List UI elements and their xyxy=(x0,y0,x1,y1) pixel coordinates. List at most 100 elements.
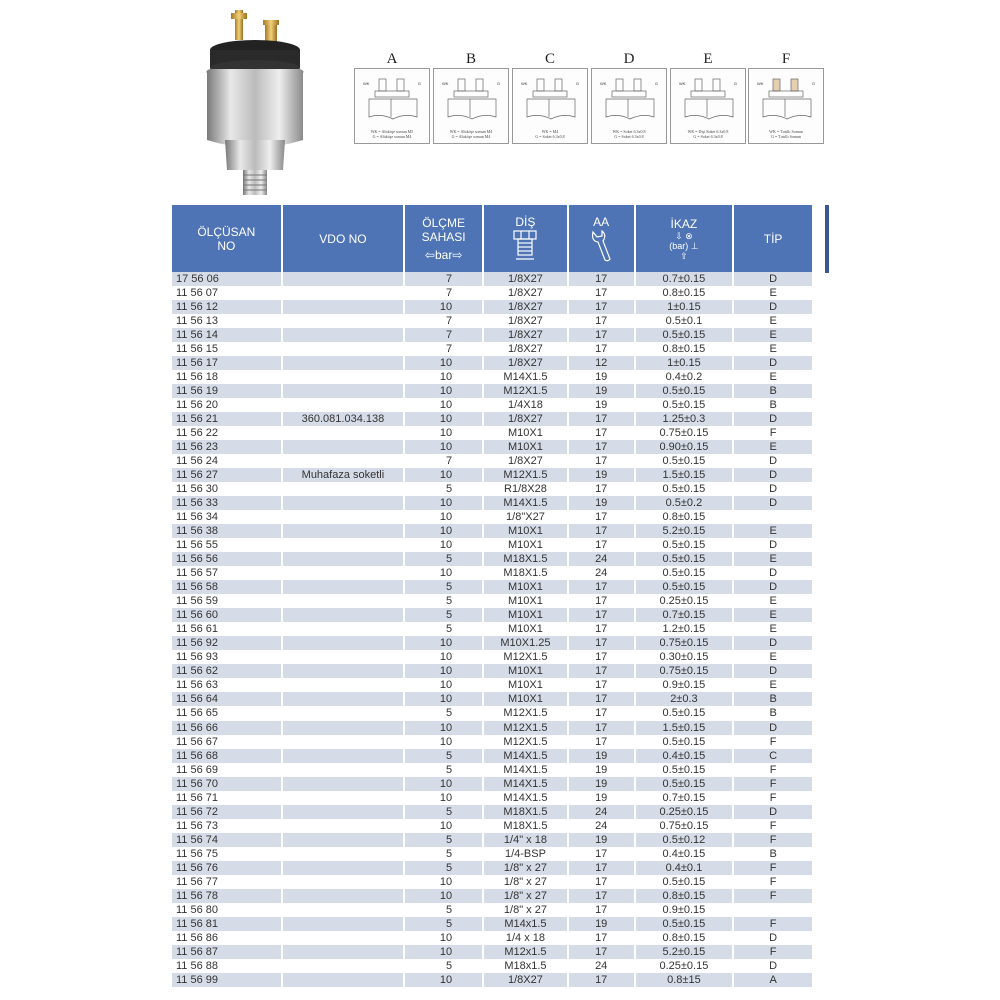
cell-olcusan-no: 17 56 06 xyxy=(172,272,281,287)
cell-olcme-sahasi: 10 xyxy=(439,511,453,524)
table-row: 11 56 30 5 R1/8X28 17 0.5±0.15 D xyxy=(172,482,812,496)
cell-olcusan-no: 11 56 72 xyxy=(172,804,281,819)
header-label: AA xyxy=(593,214,610,229)
cell-tip: D xyxy=(769,483,778,496)
cell-aa: 24 xyxy=(595,819,608,832)
table-row: 11 56 92 10 M10X1.25 17 0.75±0.15 D xyxy=(172,636,812,651)
cell-olcme-sahasi: 10 xyxy=(405,972,483,987)
cell-tip: E xyxy=(769,595,777,608)
cell-tip: F xyxy=(734,944,812,959)
cell-vdo-no: 360.081.034.138 xyxy=(282,412,404,427)
cell-olcme-sahasi: 10 xyxy=(439,427,453,440)
cell-tip: E xyxy=(734,608,812,623)
cell-tip: D xyxy=(734,356,812,371)
cell-olcme-sahasi: 10 xyxy=(439,539,453,552)
cell-olcme-sahasi: 5 xyxy=(445,763,453,776)
cell-aa: 17 xyxy=(568,580,634,595)
table-row: 11 56 88 5 M18x1.5 24 0.25±0.15 D xyxy=(172,959,812,973)
cell-tip: E xyxy=(734,552,812,567)
cell-dis: M18x1.5 xyxy=(504,959,547,972)
cell-olcusan-no: 11 56 27 xyxy=(172,468,281,483)
table-row: 11 56 62 10 M10X1 17 0.75±0.15 D xyxy=(172,664,812,679)
cell-dis: M14X1.5 xyxy=(484,776,567,791)
cell-olcme-sahasi: 5 xyxy=(445,847,453,860)
cell-olcusan-no: 11 56 55 xyxy=(176,539,219,552)
cell-tip: D xyxy=(734,720,812,735)
cell-olcme-sahasi: 7 xyxy=(445,455,453,468)
cell-dis: M14X1.5 xyxy=(503,371,548,384)
cell-aa: 19 xyxy=(595,791,608,804)
cell-aa: 24 xyxy=(568,804,634,819)
cell-dis: M14X1.5 xyxy=(484,748,567,763)
table-row: 11 56 66 10 M12X1.5 17 1.5±0.15 D xyxy=(172,720,812,735)
terminal-type-a: A WK G WK = Altıköşe somun M5 G = Altıkö… xyxy=(354,50,430,144)
cell-olcme-sahasi: 10 xyxy=(405,664,483,679)
table-row: 11 56 15 7 1/8X27 17 0.8±0.15 E xyxy=(172,342,812,356)
cell-olcme-sahasi: 5 xyxy=(445,707,453,720)
table-row: 11 56 14 7 1/8X27 17 0.5±0.15 E xyxy=(172,328,812,343)
table-row: 11 56 07 7 1/8X27 17 0.8±0.15 E xyxy=(172,286,812,300)
terminal-type-e: E WK G WK = Dişi Soket 6.3x0.8 G = Soket… xyxy=(670,50,746,144)
cell-olcme-sahasi: 5 xyxy=(405,580,483,595)
cell-vdo-no xyxy=(283,314,404,328)
wk-label: WK xyxy=(600,81,607,86)
table-body: 17 56 06 7 1/8X27 17 0.7±0.15 D 11 56 07 7 1/8X2… xyxy=(172,272,812,987)
cell-vdo-no xyxy=(283,847,404,861)
table-row: 11 56 27 Muhafaza soketli 10 M12X1.5 19 1.5±0… xyxy=(172,468,812,483)
header-label: VDO NO xyxy=(319,231,367,246)
cell-olcme-sahasi: 5 xyxy=(405,608,483,623)
table-row: 11 56 64 10 M10X1 17 2±0.3 B xyxy=(172,692,812,707)
cell-dis: M18X1.5 xyxy=(484,552,567,567)
cell-aa: 17 xyxy=(595,539,608,552)
cell-vdo-no xyxy=(283,370,404,384)
cell-ikaz: 0.5±0.15 xyxy=(635,328,733,343)
sensor-table: ÖLÇÜSAN NO VDO NO ÖLÇME SAHASI ⇦bar⇨ DİŞ… xyxy=(172,205,812,987)
cell-olcme-sahasi: 5 xyxy=(445,483,453,496)
cell-ikaz: 2±0.3 xyxy=(635,692,733,707)
g-label: G xyxy=(654,81,658,86)
terminal-note: WK = Dişi Soket 6.3x0.8 G = Soket 6.3x0.… xyxy=(687,129,729,139)
table-row: 11 56 76 5 1/8" x 27 17 0.4±0.1 F xyxy=(172,860,812,875)
cell-tip xyxy=(734,903,812,917)
cell-olcusan-no: 11 56 17 xyxy=(172,356,281,371)
cell-olcme-sahasi: 5 xyxy=(445,903,453,916)
cell-olcusan-no: 11 56 77 xyxy=(176,875,219,888)
cell-aa: 17 xyxy=(568,608,634,623)
cell-olcusan-no: 11 56 59 xyxy=(176,595,219,608)
cell-olcusan-no: 11 56 64 xyxy=(172,692,281,707)
terminal-type-d: D WK G WK = Soket 6.3x0.8 G = Soket 6.3x… xyxy=(591,50,667,144)
cell-olcme-sahasi: 10 xyxy=(405,496,483,511)
cell-ikaz: 0.4±0.2 xyxy=(665,371,703,384)
cell-ikaz: 0.5±0.15 xyxy=(662,567,706,580)
g-label: G xyxy=(811,81,815,86)
cell-aa: 17 xyxy=(568,636,634,651)
cell-ikaz: 5.2±0.15 xyxy=(635,524,733,539)
cell-tip: D xyxy=(734,664,812,679)
cell-vdo-no xyxy=(283,538,404,552)
cell-tip: D xyxy=(769,455,778,468)
type-letter: B xyxy=(465,51,476,67)
cell-dis: M10X1 xyxy=(484,692,567,707)
table-row: 11 56 58 5 M10X1 17 0.5±0.15 D xyxy=(172,580,812,595)
terminal-diagram: WK G WK = Altıköşe somun M5 G = Altıköşe… xyxy=(354,68,430,144)
cell-tip: F xyxy=(769,875,777,888)
terminal-note: WK = Altıköşe somun M4 G = Altıköşe somu… xyxy=(449,129,493,139)
cell-aa: 17 xyxy=(595,651,608,664)
cell-ikaz: 0.7±0.15 xyxy=(635,608,733,623)
pressure-sender-image xyxy=(206,10,304,195)
cell-aa: 17 xyxy=(568,300,634,315)
table-row: 11 56 12 10 1/8X27 17 1±0.15 D xyxy=(172,300,812,315)
cell-aa: 17 xyxy=(595,595,608,608)
cell-tip: F xyxy=(769,819,777,832)
cell-tip: D xyxy=(769,539,778,552)
terminal-type-c: C WK G WK = M4 G = Soket 6.3x0.8 xyxy=(512,50,588,144)
cell-vdo-no xyxy=(282,888,404,903)
cell-olcusan-no: 11 56 30 xyxy=(176,483,219,496)
cell-aa: 17 xyxy=(568,720,634,735)
cell-olcusan-no: 11 56 19 xyxy=(172,384,281,399)
wrench-icon xyxy=(592,229,611,261)
cell-olcme-sahasi: 10 xyxy=(439,931,453,944)
cell-dis: 1/8X27 xyxy=(484,328,567,343)
cell-ikaz: 0.5±0.15 xyxy=(635,580,733,595)
cell-tip: D xyxy=(734,496,812,511)
